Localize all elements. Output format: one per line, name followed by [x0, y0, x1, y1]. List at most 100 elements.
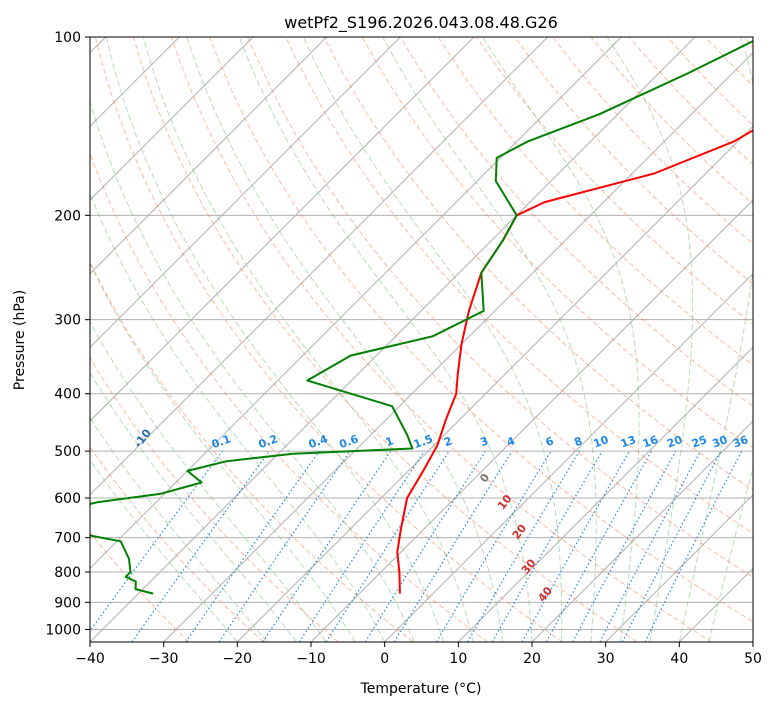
x-tick-label: 0: [380, 651, 389, 667]
dry-adiabat: [90, 356, 339, 642]
moist-adiabat: [90, 459, 238, 642]
temperature-profile: [396, 129, 753, 594]
x-tick-label: 30: [597, 651, 615, 667]
dry-adiabat: [132, 37, 638, 642]
isotherm: [90, 37, 696, 642]
moist-adiabat: [606, 37, 694, 642]
mixing-ratio-label: 20: [665, 433, 684, 451]
moist-adiabat: [90, 371, 297, 642]
moist-adiabat: [382, 37, 597, 642]
isotherm: [236, 125, 753, 642]
dry-adiabat: [94, 37, 563, 642]
mixing-ratio-label: 0.1: [210, 432, 233, 451]
chart-title: wetPf2_S196.2026.043.08.48.G26: [284, 13, 558, 33]
moist-adiabat: [105, 37, 445, 642]
dry-adiabat: [323, 37, 753, 491]
background-lines: [90, 37, 753, 642]
dry-adiabat: [361, 37, 753, 449]
dry-adiabat: [90, 531, 190, 642]
dry-adiabat: [285, 37, 753, 535]
mixing-ratio-line: [298, 450, 425, 642]
mixing-ratio-label: 1: [384, 434, 396, 449]
dry-adiabat: [90, 446, 264, 642]
mixing-ratio-label: 10: [592, 433, 611, 451]
x-axis-label: Temperature (°C): [360, 681, 482, 697]
mixing-ratio-label: 16: [641, 433, 660, 451]
mixing-ratio-line: [572, 450, 677, 642]
x-tick-label: −40: [75, 651, 105, 667]
y-tick-label: 200: [54, 208, 81, 224]
y-tick-label: 400: [54, 387, 81, 403]
moist-adiabat: [90, 99, 415, 642]
y-tick-label: 300: [54, 313, 81, 329]
isotherm: [90, 37, 328, 275]
isotherm: [90, 37, 254, 201]
mixing-ratio-line: [218, 450, 351, 642]
isotherm: [678, 567, 753, 642]
dry-adiabat: [399, 37, 753, 407]
mixing-ratio-label: 36: [731, 433, 750, 451]
dry-adiabat: [209, 37, 753, 623]
mixing-ratio-line: [90, 450, 223, 632]
x-tick-label: −10: [296, 651, 326, 667]
mixing-ratio-line: [262, 450, 392, 642]
moist-adiabat-label: 20: [510, 522, 530, 542]
x-tick-label: 10: [449, 651, 467, 667]
mixing-ratio-line: [545, 450, 653, 642]
mixing-ratio-label: 0.6: [338, 432, 361, 451]
moist-adiabat: [90, 192, 386, 642]
mixing-ratio-label: 1.5: [412, 432, 435, 451]
mixing-ratio-label: 4: [505, 434, 517, 449]
dry-adiabat: [247, 37, 753, 578]
mixing-ratio-label: 0.4: [307, 432, 330, 451]
moist-adiabat: [90, 262, 356, 642]
y-tick-label: 600: [54, 491, 81, 507]
dry-adiabat: [90, 260, 414, 642]
isotherm: [384, 272, 753, 642]
x-tick-label: −20: [223, 651, 253, 667]
moist-adiabat: [186, 37, 503, 642]
isotherm: [605, 493, 753, 642]
y-tick-label: 900: [54, 595, 81, 611]
isotherm: [457, 346, 753, 642]
mixing-ratio-line: [435, 450, 552, 642]
dewpoint-profile: [90, 39, 753, 595]
dry-adiabat: [704, 37, 753, 87]
mixing-ratio-label: 8: [572, 434, 584, 449]
dry-adiabat-label: -10: [131, 426, 154, 450]
axes: −40 −30 −20 −10 0 10 20 30 40 5010020030040050060…: [45, 30, 762, 667]
moist-adiabat-label: 30: [519, 556, 539, 576]
y-tick-label: 100: [54, 30, 81, 46]
y-tick-label: 500: [54, 444, 81, 460]
moist-adiabat-label: 0: [477, 471, 492, 485]
moist-adiabat-label: 40: [535, 584, 555, 604]
y-tick-label: 700: [54, 531, 81, 547]
x-tick-label: 40: [670, 651, 688, 667]
y-tick-label: 800: [54, 565, 81, 581]
mixing-ratio-line: [393, 450, 513, 642]
moist-adiabat: [678, 37, 753, 642]
moist-adiabat-label: 10: [495, 492, 515, 512]
line-labels: 0.10.20.40.611.52346810131620253036-100-…: [131, 426, 750, 604]
mixing-ratio-line: [325, 450, 450, 642]
x-tick-label: −30: [149, 651, 179, 667]
isotherm: [90, 37, 475, 422]
mixing-ratio-label: 25: [690, 433, 709, 450]
mixing-ratio-line: [521, 450, 631, 642]
plot-frame: [89, 36, 754, 643]
moist-adiabat: [238, 37, 533, 642]
mixing-ratio-label: 2: [442, 434, 454, 449]
dry-adiabat: [743, 37, 753, 48]
x-tick-label: 20: [523, 651, 541, 667]
moist-adiabat: [90, 417, 268, 642]
isotherm: [90, 37, 401, 349]
y-axis-label: Pressure (hPa): [12, 290, 28, 390]
mixing-ratio-label: 0.2: [257, 432, 280, 451]
dry-adiabat: [171, 37, 712, 642]
mixing-ratio-line: [131, 450, 270, 642]
moist-adiabat: [142, 37, 474, 642]
isotherm: [531, 420, 753, 642]
dry-adiabat: [514, 37, 753, 285]
dry-adiabat: [590, 37, 753, 205]
moist-adiabat: [482, 37, 640, 642]
